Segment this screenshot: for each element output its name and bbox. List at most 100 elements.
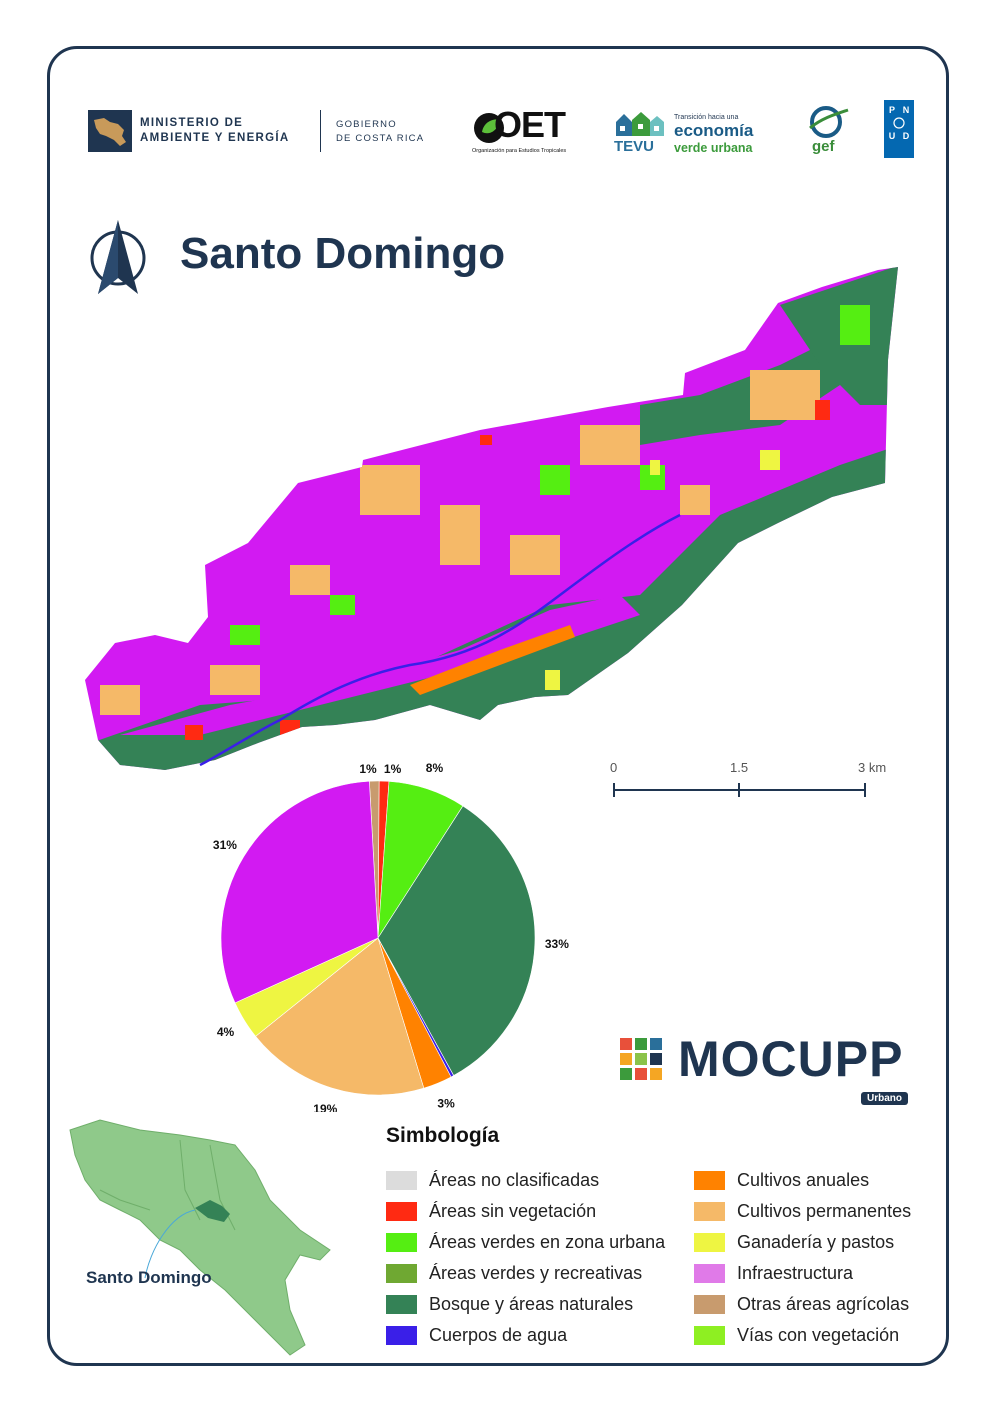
cultivos-permanentes-patch xyxy=(680,485,710,515)
cultivos-permanentes-patch xyxy=(510,535,560,575)
pie-slice xyxy=(255,937,425,1096)
pie-label: 4% xyxy=(217,1025,235,1039)
cultivos-permanentes-patch xyxy=(360,465,420,515)
areas-verdes-patch xyxy=(840,305,870,345)
costa-rica-inset-map xyxy=(60,1110,340,1360)
mocupp-name: MOCUPP xyxy=(678,1031,904,1087)
pie-slice xyxy=(377,805,536,1076)
legend-item: Cuerpos de agua xyxy=(386,1320,665,1351)
tevu-economia: economía xyxy=(674,121,754,140)
infraestructura-area xyxy=(85,267,898,770)
areas-verdes-patch xyxy=(330,595,355,615)
undp-letter: U xyxy=(888,131,896,141)
legend-label: Áreas no clasificadas xyxy=(429,1170,600,1190)
legend-label: Otras áreas agrícolas xyxy=(737,1294,910,1314)
legend-item: Áreas no clasificadas xyxy=(386,1165,665,1196)
legend-swatch xyxy=(386,1233,417,1252)
cultivos-permanentes-patch xyxy=(100,685,140,715)
santo-domingo-location xyxy=(195,1200,230,1222)
gef-logo: gef xyxy=(802,104,852,160)
legend-label: Áreas sin vegetación xyxy=(429,1201,597,1221)
legend-column-right: Cultivos anuales Cultivos permanentes Ga… xyxy=(694,1165,911,1351)
inset-label: Santo Domingo xyxy=(86,1268,212,1287)
oet-subtitle: Organización para Estudios Tropicales xyxy=(472,148,567,154)
mocupp-logo: MOCUPP Urbano xyxy=(618,1031,928,1110)
cultivos-permanentes-patch xyxy=(210,665,260,695)
houses-icon xyxy=(616,112,664,136)
pie-label: 1% xyxy=(359,762,377,776)
legend-swatch xyxy=(694,1295,725,1314)
minae-logo: MINISTERIO DE AMBIENTE Y ENERGÍA GOBIERN… xyxy=(88,110,438,154)
tevu-logo: TEVU Transición hacia una economía verde… xyxy=(614,108,774,160)
legend-item: Otras áreas agrícolas xyxy=(694,1289,911,1320)
globe-icon xyxy=(809,106,849,138)
legend-item: Vías con vegetación xyxy=(694,1320,911,1351)
scale-label-mid: 1.5 xyxy=(730,760,749,775)
oet-name: OET xyxy=(494,104,566,145)
cultivos-permanentes-patch xyxy=(750,370,820,420)
legend-label: Áreas verdes y recreativas xyxy=(429,1263,643,1283)
province-border xyxy=(99,1189,151,1211)
sin-vegetacion-patch xyxy=(480,435,492,445)
legend-swatch xyxy=(386,1264,417,1283)
pie-label: 8% xyxy=(426,761,444,775)
legend-swatch xyxy=(694,1171,725,1190)
minae-name: MINISTERIO DE AMBIENTE Y ENERGÍA xyxy=(140,117,290,144)
legend-item: Bosque y áreas naturales xyxy=(386,1289,665,1320)
land-use-map[interactable] xyxy=(80,265,915,785)
areas-verdes-patch xyxy=(540,465,570,495)
costa-rica-map-icon xyxy=(88,110,132,152)
page-title: Santo Domingo xyxy=(180,229,506,278)
cultivos-permanentes-patch xyxy=(580,425,640,465)
north-arrow-icon xyxy=(86,216,150,298)
legend-swatch xyxy=(386,1326,417,1345)
pie-label: 1% xyxy=(384,762,402,776)
river-line xyxy=(199,513,681,767)
scale-bar: 0 1.5 3 km xyxy=(600,760,900,800)
ganaderia-patch xyxy=(760,450,780,470)
ganaderia-patch xyxy=(650,460,660,475)
legend-label: Áreas verdes en zona urbana xyxy=(429,1232,666,1252)
legend-item: Áreas verdes en zona urbana xyxy=(386,1227,665,1258)
pie-label: 3% xyxy=(437,1097,455,1111)
legend-label: Cultivos anuales xyxy=(737,1170,870,1190)
legend-label: Cultivos permanentes xyxy=(737,1201,912,1221)
ganaderia-patch xyxy=(545,670,560,690)
mocupp-urbano-badge: Urbano xyxy=(861,1092,908,1105)
oet-logo: OET Organización para Estudios Tropicale… xyxy=(472,104,582,160)
scale-label-0: 0 xyxy=(610,760,618,775)
legend-item: Cultivos anuales xyxy=(694,1165,911,1196)
callout-line xyxy=(144,1209,196,1279)
sin-vegetacion-patch xyxy=(280,720,300,735)
cultivos-permanentes-patch xyxy=(440,505,480,565)
legend-label: Infraestructura xyxy=(737,1263,854,1283)
cultivos-anuales-strip xyxy=(410,625,575,695)
province-border xyxy=(209,1144,236,1231)
sin-vegetacion-patch xyxy=(185,725,203,740)
legend-swatch xyxy=(694,1264,725,1283)
undp-letter: N xyxy=(902,105,910,115)
un-emblem-icon xyxy=(893,117,905,129)
legend-swatch xyxy=(386,1295,417,1314)
gef-name: gef xyxy=(812,138,835,155)
undp-logo: P N U D xyxy=(884,100,914,158)
logo-divider xyxy=(320,110,321,152)
pie-label: 33% xyxy=(545,937,569,951)
cultivos-permanentes-patch xyxy=(290,565,330,595)
legend-item: Ganadería y pastos xyxy=(694,1227,911,1258)
tevu-name: TEVU xyxy=(614,138,655,155)
sin-vegetacion-patch xyxy=(815,400,830,420)
legend-title: Simbología xyxy=(386,1124,500,1147)
legend-column-left: Áreas no clasificadas Áreas sin vegetaci… xyxy=(386,1165,665,1351)
legend-swatch xyxy=(386,1202,417,1221)
legend-swatch xyxy=(694,1233,725,1252)
legend-label: Cuerpos de agua xyxy=(429,1325,568,1345)
logos-strip: MINISTERIO DE AMBIENTE Y ENERGÍA GOBIERN… xyxy=(88,100,928,164)
undp-letter: D xyxy=(902,131,910,141)
legend-swatch xyxy=(694,1326,725,1345)
pie-label: 31% xyxy=(213,838,237,852)
gobierno-name: GOBIERNO DE COSTA RICA xyxy=(336,119,425,144)
legend-item: Infraestructura xyxy=(694,1258,911,1289)
legend-label: Ganadería y pastos xyxy=(737,1232,895,1252)
areas-verdes-patch xyxy=(230,625,260,645)
